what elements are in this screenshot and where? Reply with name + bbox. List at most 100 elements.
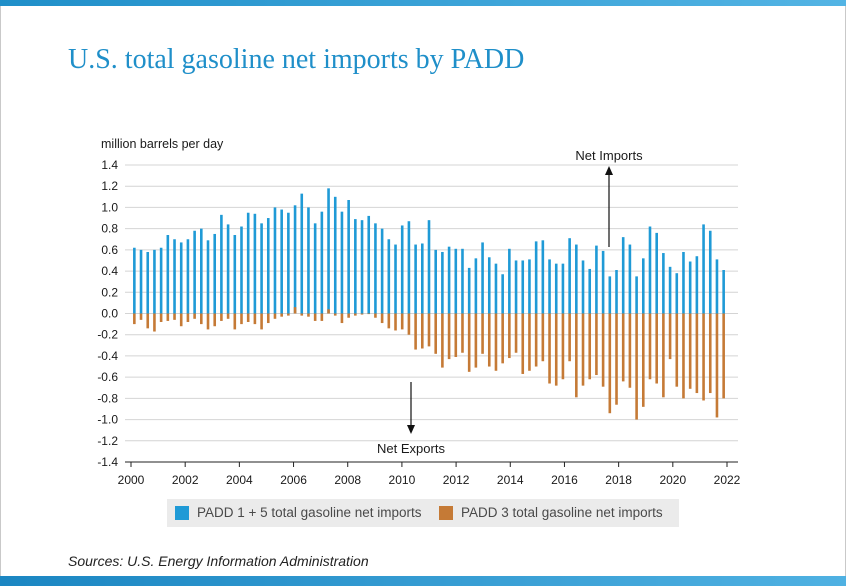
bar-padd3 xyxy=(273,313,277,319)
bar-padd15 xyxy=(300,193,304,314)
bar-padd15 xyxy=(641,258,645,314)
bar-padd15 xyxy=(461,248,464,314)
bar-padd15 xyxy=(454,248,458,314)
bar-padd3 xyxy=(240,313,243,325)
bar-padd15 xyxy=(715,259,719,314)
bar-padd15 xyxy=(327,188,330,314)
bar-padd15 xyxy=(220,214,223,314)
bar-padd3 xyxy=(307,313,310,317)
bar-padd15 xyxy=(702,224,705,314)
chart-legend: PADD 1 + 5 total gasoline net imports PA… xyxy=(167,499,679,527)
y-tick-label: 0.4 xyxy=(101,264,118,278)
bar-padd3 xyxy=(313,313,317,321)
bar-padd15 xyxy=(648,226,652,314)
bar-padd3 xyxy=(200,313,203,325)
up-arrow-head-icon xyxy=(605,166,613,175)
legend-label-padd15: PADD 1 + 5 total gasoline net imports xyxy=(197,505,422,520)
bar-padd3 xyxy=(494,313,498,371)
bar-padd15 xyxy=(548,259,551,314)
axes: 1.4 1.2 1.0 0.8 0.6 0.4 0.2 0.0 -0.2 -0.4 -0.6 -0.8… xyxy=(97,158,740,487)
bar-padd15 xyxy=(146,251,150,314)
bar-padd3 xyxy=(427,313,431,347)
net-imports-label: Net Imports xyxy=(575,148,643,163)
bar-padd15 xyxy=(313,223,317,314)
bar-padd15 xyxy=(193,230,196,314)
bar-padd15 xyxy=(367,215,371,314)
x-tick-label: 2006 xyxy=(280,473,307,487)
bar-padd3 xyxy=(662,313,665,398)
y-tick-label: -1.2 xyxy=(97,434,118,448)
bar-padd15 xyxy=(441,251,444,314)
bar-padd3 xyxy=(213,313,217,327)
bar-padd3 xyxy=(508,313,511,359)
bar-padd15 xyxy=(575,244,578,314)
bar-padd15 xyxy=(394,244,397,314)
y-tick-label: 1.0 xyxy=(101,200,118,214)
bar-padd3 xyxy=(641,313,645,407)
y-tick-label: -0.8 xyxy=(97,391,118,405)
bar-padd15 xyxy=(688,261,692,314)
bar-padd3 xyxy=(421,313,424,349)
x-tick-label: 2014 xyxy=(497,473,524,487)
legend-label-padd3: PADD 3 total gasoline net imports xyxy=(461,505,663,520)
bar-padd15 xyxy=(494,263,498,314)
bar-padd3 xyxy=(722,313,725,399)
slide-title: U.S. total gasoline net imports by PADD xyxy=(68,44,525,75)
bar-padd3 xyxy=(233,313,237,330)
bar-padd3 xyxy=(193,313,196,319)
bar-padd3 xyxy=(715,313,719,418)
bar-padd3 xyxy=(380,313,384,324)
bar-padd15 xyxy=(400,225,404,314)
bar-padd3 xyxy=(360,313,364,315)
bar-padd15 xyxy=(273,207,277,314)
bar-padd3 xyxy=(159,313,163,322)
bar-padd15 xyxy=(407,221,411,314)
bar-padd3 xyxy=(548,313,551,384)
bar-padd15 xyxy=(635,276,638,314)
bar-padd3 xyxy=(400,313,404,330)
bar-padd3 xyxy=(340,313,344,324)
bar-padd3 xyxy=(139,313,143,320)
y-tick-label: -0.4 xyxy=(97,349,118,363)
bar-padd3 xyxy=(481,313,484,354)
bar-padd15 xyxy=(173,239,176,314)
bar-padd3 xyxy=(668,313,672,360)
bar-padd3 xyxy=(454,313,458,357)
bar-padd3 xyxy=(434,313,437,354)
bar-padd3 xyxy=(487,313,491,367)
bar-padd3 xyxy=(615,313,618,405)
bar-padd3 xyxy=(575,313,578,398)
y-tick-label: -0.2 xyxy=(97,328,118,342)
bar-padd15 xyxy=(521,260,525,314)
net-imports-annotation: Net Imports xyxy=(575,148,643,247)
y-tick-label: 0.6 xyxy=(101,243,118,257)
bar-padd15 xyxy=(447,246,451,314)
x-tick-label: 2022 xyxy=(714,473,741,487)
bar-padd3 xyxy=(708,313,712,394)
bar-padd3 xyxy=(354,313,357,316)
bar-padd3 xyxy=(186,313,190,322)
bar-padd15 xyxy=(675,273,679,314)
x-tick-label: 2004 xyxy=(226,473,253,487)
bar-padd15 xyxy=(266,218,270,314)
bar-padd15 xyxy=(159,247,163,314)
bar-padd3 xyxy=(595,313,598,376)
bar-padd15 xyxy=(628,244,632,314)
legend-swatch-padd3 xyxy=(439,506,453,520)
bar-padd15 xyxy=(387,239,391,314)
x-tick-label: 2020 xyxy=(659,473,686,487)
bar-padd3 xyxy=(581,313,585,386)
bar-padd3 xyxy=(588,313,592,380)
bar-padd3 xyxy=(561,313,565,380)
bar-padd3 xyxy=(173,313,176,320)
bar-padd15 xyxy=(354,219,357,314)
bottom-accent-bar xyxy=(0,576,846,586)
bar-padd3 xyxy=(253,313,257,325)
bar-padd15 xyxy=(601,250,605,314)
bar-padd15 xyxy=(260,223,263,314)
bar-padd3 xyxy=(367,313,371,315)
bar-padd3 xyxy=(601,313,605,387)
bar-padd15 xyxy=(588,268,592,314)
bar-padd15 xyxy=(508,248,511,314)
